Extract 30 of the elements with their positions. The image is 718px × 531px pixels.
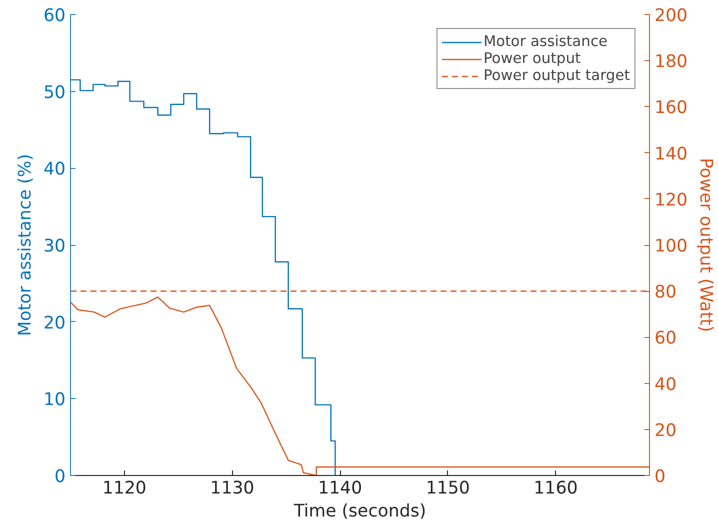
y-tick-label: 10: [43, 390, 66, 410]
y2-tick-label: 180: [654, 52, 688, 72]
y2-tick-label: 0: [654, 467, 666, 487]
y2-tick-label: 120: [654, 190, 688, 210]
x-tick-label: 1120: [102, 478, 146, 498]
x-tick-label: 1140: [318, 478, 362, 498]
x-tick-label: 1150: [426, 478, 470, 498]
y2-tick-label: 20: [654, 420, 677, 441]
legend-label: Motor assistance: [483, 33, 608, 50]
y-tick-label: 60: [43, 6, 66, 26]
y2-tick-label: 80: [654, 282, 677, 303]
y2-tick-label: 40: [654, 374, 677, 395]
y-tick-label: 20: [43, 313, 66, 334]
y2-tick-label: 140: [654, 144, 688, 164]
y-tick-label: 50: [43, 82, 66, 103]
y-axis-title: Motor assistance (%): [15, 154, 36, 336]
y-tick-label: 40: [43, 160, 66, 180]
legend-label: Power output: [483, 50, 581, 67]
y-tick-label: 0: [54, 467, 66, 487]
y2-tick-label: 60: [654, 328, 677, 349]
y2-tick-label: 200: [654, 6, 688, 26]
y-tick-label: 30: [43, 236, 66, 256]
x-axis-title: Time (seconds): [292, 502, 426, 522]
x-tick-label: 1160: [534, 478, 578, 498]
line-series: [70, 296, 650, 476]
legend-label: Power output target: [483, 67, 630, 84]
x-tick-label: 1130: [210, 478, 254, 498]
y2-axis-title: Power output (Watt): [696, 158, 716, 332]
y2-tick-label: 100: [654, 236, 688, 256]
y2-tick-label: 160: [654, 98, 688, 118]
